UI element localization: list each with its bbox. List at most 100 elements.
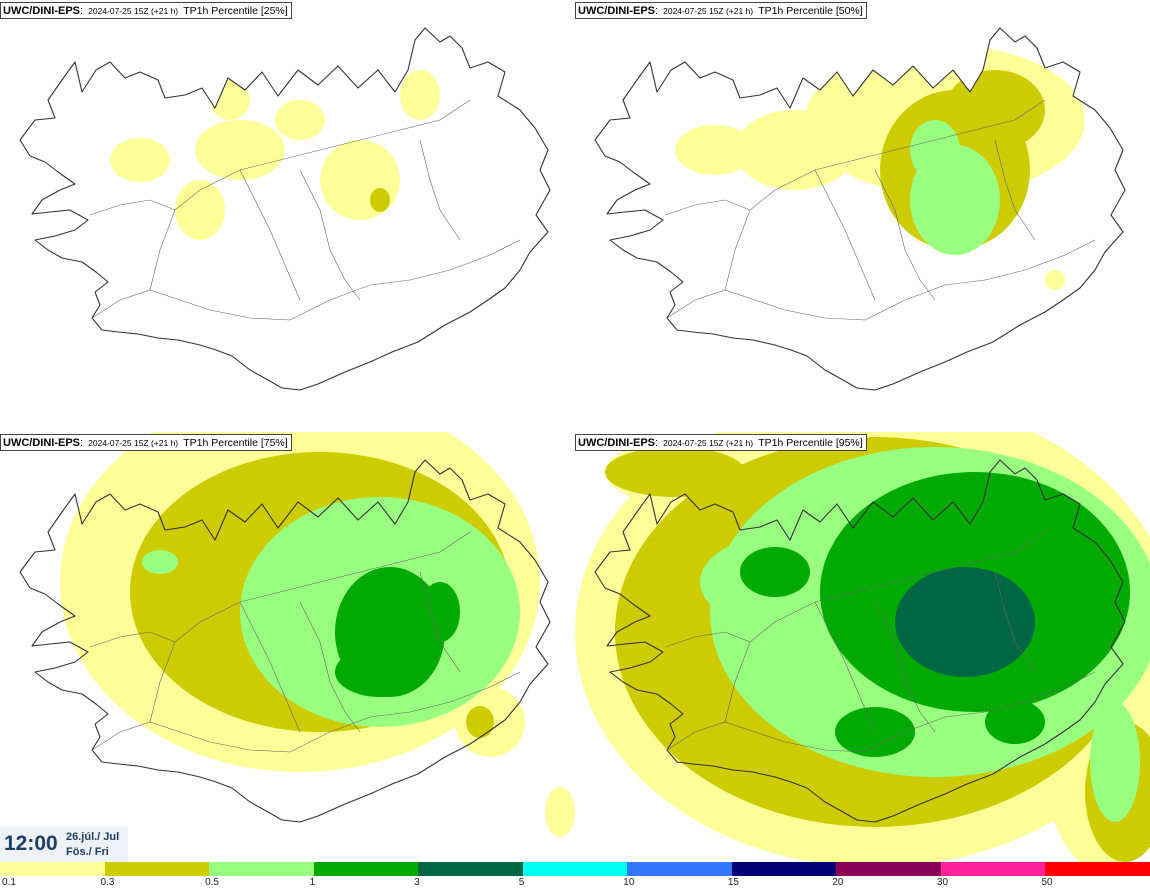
precip-area (210, 80, 250, 120)
legend-swatch (209, 862, 315, 876)
panel-title: UWC/DINI-EPS: 2024-07-25 15Z (+21 h) TP1… (575, 434, 867, 451)
precip-area (545, 787, 575, 837)
precip-area (605, 447, 745, 497)
legend-swatch (418, 862, 524, 876)
legend-label: 3 (414, 877, 420, 888)
panel-title: UWC/DINI-EPS: 2024-07-25 15Z (+21 h) TP1… (0, 2, 292, 19)
precip-field (60, 432, 575, 837)
percentile-label: TP1h Percentile [95%] (758, 437, 863, 449)
precip-area (175, 180, 225, 240)
run-info: 2024-07-25 15Z (+21 h) (88, 438, 179, 448)
valid-date-line2: Fös./ Fri (66, 846, 109, 858)
legend-label: 10 (623, 877, 635, 888)
precip-area (275, 100, 325, 140)
map-panel-25: UWC/DINI-EPS: 2024-07-25 15Z (+21 h) TP1… (0, 0, 575, 430)
percentile-label: TP1h Percentile [50%] (758, 5, 863, 17)
legend-swatch (522, 862, 629, 876)
model-name: UWC/DINI-EPS (3, 5, 80, 17)
precip-field (663, 28, 1085, 290)
legend-swatch (0, 862, 106, 876)
model-name: UWC/DINI-EPS (578, 5, 655, 17)
valid-date-line1: 26.júl./ Jul (66, 831, 120, 843)
valid-date: 26.júl./ Jul Fös./ Fri (66, 830, 119, 860)
run-info: 2024-07-25 15Z (+21 h) (88, 6, 179, 16)
iceland-map (19, 27, 551, 391)
road-line (91, 239, 521, 321)
road-line (664, 199, 751, 216)
valid-time-box: 12:00 26.júl./ Jul Fös./ Fri (0, 826, 128, 862)
road-line (239, 601, 301, 733)
panel-title: UWC/DINI-EPS: 2024-07-25 15Z (+21 h) TP1… (0, 434, 292, 451)
road-line (299, 601, 361, 733)
iceland-map (19, 432, 575, 837)
road-line (994, 139, 1036, 241)
precip-area (1045, 270, 1065, 290)
precip-area (320, 140, 400, 220)
map-panel-75: UWC/DINI-EPS: 2024-07-25 15Z (+21 h) TP1… (0, 432, 575, 862)
precip-legend: 0.1 0.3 0.5 1 3 5 10 15 20 30 50 (0, 862, 1150, 891)
precip-area (370, 188, 390, 212)
road-line (874, 601, 936, 733)
precip-area (110, 138, 170, 182)
coastline (594, 27, 1126, 391)
road-line (724, 531, 1046, 723)
model-name: UWC/DINI-EPS (3, 437, 80, 449)
road-line (724, 99, 1046, 291)
precip-area (895, 567, 1035, 677)
iceland-map (575, 432, 1150, 862)
run-info: 2024-07-25 15Z (+21 h) (663, 6, 754, 16)
road-line (814, 169, 876, 301)
legend-swatch (731, 862, 838, 876)
map-panel-50: UWC/DINI-EPS: 2024-07-25 15Z (+21 h) TP1… (575, 0, 1150, 430)
percentile-label: TP1h Percentile [75%] (183, 437, 288, 449)
coastline (19, 459, 551, 823)
precip-area (88, 28, 132, 54)
legend-label: 5 (518, 877, 525, 888)
precip-area (740, 547, 810, 597)
legend-swatch (836, 862, 942, 876)
legend-label: 15 (727, 877, 739, 888)
legend-label: 0.3 (100, 877, 115, 888)
road-line (239, 169, 301, 301)
precip-area (400, 70, 440, 120)
road-line (664, 631, 751, 648)
road-line (994, 571, 1036, 673)
road-line (419, 571, 461, 673)
road-line (89, 199, 176, 216)
legend-label: 1 (309, 877, 316, 888)
model-name: UWC/DINI-EPS (578, 437, 655, 449)
precip-area (663, 28, 707, 54)
legend-swatch (313, 862, 420, 876)
precip-area (335, 647, 425, 697)
precip-area (910, 120, 960, 180)
road-line (149, 99, 471, 291)
legend-swatch (627, 862, 733, 876)
precip-area (1090, 702, 1140, 822)
iceland-map (594, 27, 1126, 391)
panel-title: UWC/DINI-EPS: 2024-07-25 15Z (+21 h) TP1… (575, 2, 867, 19)
legend-label: 0.1 (2, 877, 16, 888)
legend-swatch (104, 862, 211, 876)
precip-area (280, 672, 300, 692)
legend-label: 0.5 (205, 877, 219, 888)
coastline (19, 27, 551, 391)
road-line (419, 139, 461, 241)
valid-time: 12:00 (4, 832, 58, 855)
coastline (594, 459, 1126, 823)
legend-colorbar (0, 862, 1150, 876)
map-panel-95: UWC/DINI-EPS: 2024-07-25 15Z (+21 h) TP1… (575, 432, 1150, 862)
road-line (149, 531, 471, 723)
percentile-label: TP1h Percentile [25%] (183, 5, 288, 17)
legend-swatch (940, 862, 1047, 876)
precip-field (575, 432, 1150, 862)
legend-label: 30 (936, 877, 949, 888)
legend-label: 20 (832, 877, 844, 888)
legend-swatch (1045, 862, 1150, 876)
legend-label: 50 (1041, 877, 1053, 888)
road-line (89, 631, 176, 648)
precip-area (675, 125, 755, 175)
precip-area (420, 582, 460, 642)
precip-area (735, 110, 855, 190)
precip-area (466, 706, 494, 738)
precip-field (88, 28, 440, 240)
